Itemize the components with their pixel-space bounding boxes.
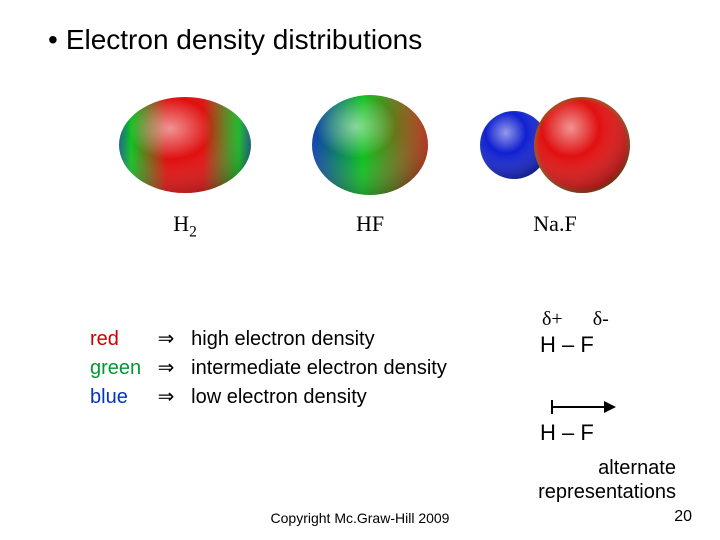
alternate-representations-label: alternate representations [538,456,676,504]
legend-desc-red: high electron density [191,328,374,350]
legend-color-red: red [90,325,152,354]
molecule-hf: HF [300,90,440,237]
molecule-row: H2 HF [0,90,720,270]
hf-bond-text-2: H – F [540,420,594,446]
bullet-icon: • [48,24,58,56]
partial-charge-row: δ+ δ- [542,308,609,331]
density-map-h2 [110,90,260,200]
molecule-naf: Na.F [470,90,640,237]
legend-row-green: green ⇒ intermediate electron density [90,354,447,383]
legend-row-red: red ⇒ high electron density [90,325,447,354]
legend-color-green: green [90,354,152,383]
density-map-naf [470,90,640,200]
legend-desc-blue: low electron density [191,386,367,408]
dipole-arrow-icon [546,398,616,416]
hf-bond-text-1: H – F [540,332,594,358]
page-number: 20 [674,508,692,526]
delta-minus: δ- [593,308,609,330]
molecule-label-h2: H2 [110,211,260,241]
implies-icon: ⇒ [158,325,186,354]
density-map-hf [300,90,440,200]
dipole-arrow [546,398,616,421]
implies-icon: ⇒ [158,354,186,383]
slide-title: • Electron density distributions [48,24,422,56]
delta-plus: δ+ [542,308,563,330]
color-legend: red ⇒ high electron density green ⇒ inte… [90,325,447,412]
title-text: Electron density distributions [66,24,422,55]
altrep-line1: alternate [538,456,676,480]
copyright-text: Copyright Mc.Graw-Hill 2009 [0,510,720,526]
legend-desc-green: intermediate electron density [191,357,447,379]
molecule-h2: H2 [110,90,260,241]
molecule-label-naf: Na.F [470,211,640,237]
altrep-line2: representations [538,480,676,504]
molecule-label-hf: HF [300,211,440,237]
legend-row-blue: blue ⇒ low electron density [90,383,447,412]
implies-icon: ⇒ [158,383,186,412]
legend-color-blue: blue [90,383,152,412]
